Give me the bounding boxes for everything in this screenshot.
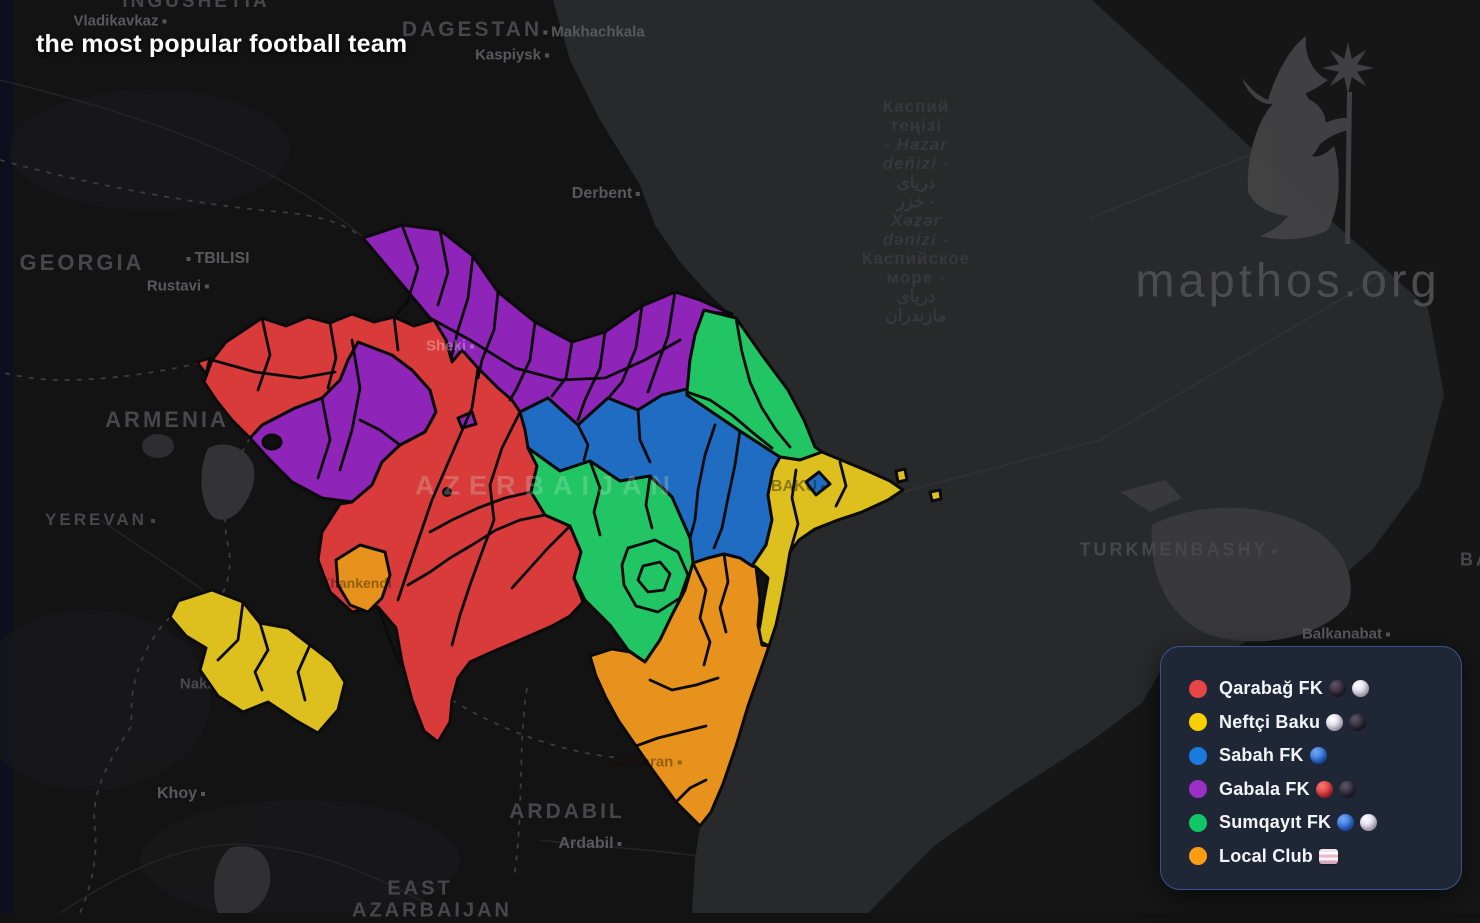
black-enclave-2	[442, 487, 452, 497]
lake-urmia	[214, 846, 271, 913]
watermark-text: mapthos.org	[1135, 253, 1441, 307]
legend-panel: Qarabağ FK Neftçi Baku Sabah FK Gabala FK Su…	[1160, 646, 1462, 890]
turkmenbashy-gulf	[1151, 507, 1351, 642]
legend-item-neftci: Neftçi Baku	[1189, 706, 1461, 740]
legend-label-qarabag: Qarabağ FK	[1219, 678, 1324, 699]
legend-label-neftci: Neftçi Baku	[1219, 711, 1321, 732]
cape-shape	[1120, 480, 1182, 512]
legend-label-gabala: Gabala FK	[1219, 778, 1310, 799]
black-enclave-1	[261, 433, 283, 451]
sabah-color-dot	[1189, 746, 1207, 765]
legend-item-qarabag: Qarabağ FK	[1189, 672, 1461, 706]
black-circle-emblem-icon	[1349, 713, 1367, 731]
blue-circle-emblem-icon	[1337, 814, 1355, 832]
legend-item-sabah: Sabah FK	[1189, 739, 1461, 773]
lake-sevan	[201, 444, 255, 520]
legend-label-sumqayit: Sumqayıt FK	[1219, 812, 1332, 833]
neftci-color-dot	[1189, 713, 1207, 732]
black-circle-emblem-icon	[1329, 680, 1347, 698]
gabala-color-dot	[1189, 780, 1207, 799]
white-circle-emblem-icon	[1352, 680, 1370, 698]
black-circle-emblem-icon	[1338, 780, 1356, 798]
legend-item-gabala: Gabala FK	[1189, 773, 1461, 807]
qarabag-color-dot	[1189, 679, 1207, 698]
blue-circle-emblem-icon	[1309, 747, 1327, 765]
legend-label-local: Local Club	[1219, 845, 1314, 866]
region-neftci-island-1	[894, 467, 909, 484]
legend-item-local: Local Club	[1189, 840, 1461, 874]
sumqayit-color-dot	[1189, 813, 1207, 832]
region-neftci-island-2	[928, 488, 943, 503]
region-neftci-absheron	[750, 450, 905, 648]
white-circle-emblem-icon	[1326, 713, 1344, 731]
region-sabah-baku-enclave	[804, 470, 832, 497]
white-circle-emblem-icon	[1360, 814, 1378, 832]
region-local-khankendi	[334, 543, 392, 614]
legend-rows: Qarabağ FK Neftçi Baku Sabah FK Gabala FK Su…	[1189, 672, 1461, 873]
page-title: the most popular football team	[36, 30, 408, 58]
region-neftci-nakhchivan	[168, 588, 347, 735]
legend-item-sumqayit: Sumqayıt FK	[1189, 806, 1461, 840]
wizard-arm	[1312, 118, 1350, 146]
local-color-dot	[1189, 847, 1207, 866]
wizard-icon	[1242, 36, 1374, 244]
wizard-staff	[1345, 92, 1352, 244]
district-borders	[210, 223, 848, 804]
wizard-star	[1322, 42, 1374, 94]
legend-label-sabah: Sabah FK	[1219, 745, 1304, 766]
wizard-hat	[1242, 36, 1328, 104]
lake-small	[142, 434, 174, 458]
stadium-emblem-icon	[1319, 848, 1339, 864]
region-qarabag-exclave	[195, 356, 212, 376]
red-circle-emblem-icon	[1315, 780, 1333, 798]
